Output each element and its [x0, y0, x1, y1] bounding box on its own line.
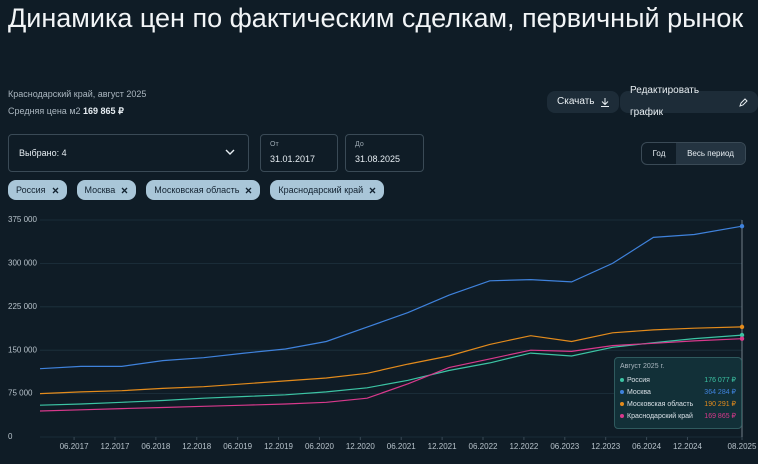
chip-remove[interactable]	[52, 187, 59, 194]
x-tick-label: 12.2019	[264, 442, 293, 451]
filter-chip[interactable]: Россия	[8, 180, 67, 200]
title: Динамика цен по фактическим сделкам, пер…	[8, 3, 744, 33]
tooltip-value: 169 865 ₽	[704, 413, 736, 420]
filter-chip[interactable]: Москва	[76, 180, 137, 200]
tooltip-value: 176 077 ₽	[704, 377, 736, 384]
x-tick-label: 12.2022	[509, 442, 538, 451]
tooltip-row: Россия 176 077 ₽	[615, 374, 741, 386]
y-tick-label: 225 000	[8, 302, 37, 311]
chip-label: Россия	[16, 185, 46, 195]
x-tick-label: 12.2020	[346, 442, 375, 451]
date-from[interactable]: От 31.01.2017	[260, 134, 338, 172]
tooltip-name: Московская область	[627, 400, 694, 408]
x-tick-label: 12.2017	[101, 442, 130, 451]
series-line	[39, 334, 743, 406]
x-tick-label: 06.2018	[141, 442, 170, 451]
series-line	[39, 326, 743, 395]
download-text: Скачать	[557, 96, 595, 107]
x-tick-label: 12.2018	[182, 442, 211, 451]
tooltip-dot	[620, 390, 624, 394]
avg-value: 169 865 ₽	[83, 106, 124, 116]
x-tick-label: 12.2023	[591, 442, 620, 451]
series-select[interactable]: Выбрано: 4	[8, 134, 249, 172]
x-tick-label: 06.2017	[60, 442, 89, 451]
tooltip-value: 364 284 ₽	[704, 389, 736, 396]
tooltip-row: Москва 364 284 ₽	[615, 386, 741, 398]
x-tick-label: 12.2024	[673, 442, 702, 451]
tooltip-row: Краснодарский край 169 865 ₽	[615, 410, 741, 422]
to-value: 31.08.2025	[355, 154, 401, 164]
tooltip-dot	[620, 378, 624, 382]
from-label: От	[270, 141, 279, 148]
chip-label: Московская область	[154, 185, 240, 195]
date-to[interactable]: До 31.08.2025	[345, 134, 424, 172]
end-marker	[739, 336, 745, 341]
download-button[interactable]: Скачать	[547, 91, 619, 113]
edit-button[interactable]: Редактировать график	[620, 85, 758, 118]
chip-remove[interactable]	[245, 187, 252, 194]
tooltip-name: Москва	[627, 388, 651, 396]
edit-text: Редактировать график	[630, 85, 700, 118]
chevron	[225, 149, 235, 155]
tooltip-dot	[620, 402, 624, 406]
tooltip-value: 190 291 ₽	[704, 401, 736, 408]
y-tick-label: 75 000	[8, 389, 33, 398]
x-tick-label: 06.2021	[387, 442, 416, 451]
y-tick-label: 375 000	[8, 215, 37, 224]
x-tick-label: 08.2025	[728, 442, 757, 451]
from-value: 31.01.2017	[270, 154, 316, 164]
y-tick-label: 150 000	[8, 345, 37, 354]
tooltip-rows: Россия 176 077 ₽ Москва 364 284 ₽ Московская…	[615, 374, 741, 422]
select-text: Выбрано: 4	[19, 148, 67, 158]
chip-remove[interactable]	[369, 187, 376, 194]
tooltip-row: Московская область 190 291 ₽	[615, 398, 741, 410]
series-line	[39, 225, 743, 370]
tooltip-title: Август 2025 г.	[620, 363, 665, 370]
to-label: До	[355, 141, 364, 148]
chips: Россия Москва Московская область Краснодарс…	[8, 180, 385, 200]
period-all[interactable]: Весь период	[676, 143, 745, 164]
end-marker	[739, 332, 745, 338]
x-tick-label: 06.2024	[632, 442, 661, 451]
avg-price: Средняя цена м2 169 865 ₽	[8, 106, 124, 117]
x-tick-label: 06.2019	[223, 442, 252, 451]
filter-chip[interactable]: Краснодарский край	[270, 180, 385, 200]
end-marker	[739, 224, 745, 229]
x-tick-label: 12.2021	[428, 442, 457, 451]
chip-remove[interactable]	[121, 187, 128, 194]
tooltip: Август 2025 г. Россия 176 077 ₽ Москва 364 …	[614, 357, 742, 429]
chip-label: Москва	[84, 185, 116, 195]
filter-chip[interactable]: Московская область	[146, 180, 261, 200]
x-tick-label: 06.2022	[469, 442, 498, 451]
edit-icon	[739, 97, 748, 107]
avg-label: Средняя цена м2	[8, 106, 81, 116]
x-tick-label: 06.2023	[550, 442, 579, 451]
series-line	[39, 338, 743, 412]
tooltip-dot	[620, 414, 624, 418]
tooltip-name: Краснодарский край	[627, 412, 693, 420]
tooltip-name: Россия	[627, 376, 650, 384]
x-tick-label: 06.2020	[305, 442, 334, 451]
chip-label: Краснодарский край	[278, 185, 364, 195]
download-icon	[600, 97, 609, 107]
y-tick-label: 0	[8, 432, 13, 441]
subtitle: Краснодарский край, август 2025	[8, 89, 147, 99]
period-toggle: Год Весь период	[641, 142, 746, 165]
period-year[interactable]: Год	[652, 149, 666, 158]
y-tick-label: 300 000	[8, 259, 37, 268]
end-marker	[739, 324, 745, 330]
